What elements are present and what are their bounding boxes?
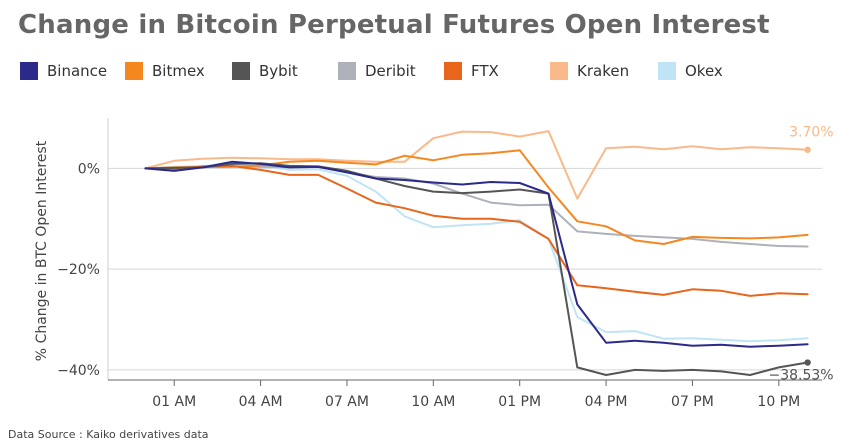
end-label-kraken: 3.70% <box>789 125 833 141</box>
legend-label: Bybit <box>259 62 298 80</box>
legend-label: FTX <box>471 62 499 80</box>
x-tick-label: 07 AM <box>325 394 369 410</box>
y-tick-label: 0% <box>78 161 100 177</box>
series-line-deribit <box>144 165 809 248</box>
legend-label: Binance <box>47 62 108 80</box>
line-chart: 0% −20% −40% 01 AM 04 AM 07 AM 10 AM 01 PM 04 PM… <box>34 118 834 410</box>
y-axis-title: % Change in BTC Open Interest <box>34 140 50 361</box>
end-point-kraken <box>804 146 811 153</box>
x-tick-label: 10 PM <box>757 394 800 410</box>
legend-label: Deribit <box>365 62 416 80</box>
legend-label: Kraken <box>577 62 630 80</box>
legend-item-okex: Okex <box>658 61 723 81</box>
y-tick-label: −40% <box>57 363 100 379</box>
x-tick-label: 10 AM <box>411 394 455 410</box>
legend-swatch <box>125 62 143 80</box>
legend-swatch <box>338 62 356 80</box>
legend-swatch <box>550 62 568 80</box>
legend: Binance Bitmex Bybit Deribit FTX Kraken Okex <box>20 61 840 81</box>
legend-item-deribit: Deribit <box>338 61 416 81</box>
legend-item-bybit: Bybit <box>232 61 298 81</box>
series-line-okex <box>144 163 809 343</box>
legend-label: Okex <box>685 62 723 80</box>
x-tick-label: 07 PM <box>671 394 714 410</box>
x-tick-label: 01 PM <box>498 394 541 410</box>
legend-swatch <box>232 62 250 80</box>
end-point-bybit <box>804 359 811 366</box>
end-label-bybit: −38.53% <box>768 368 833 384</box>
series-line-binance <box>144 160 809 348</box>
legend-item-ftx: FTX <box>444 61 499 81</box>
data-source-note: Data Source : Kaiko derivatives data <box>8 428 209 441</box>
y-tick-label: −20% <box>57 262 100 278</box>
chart-title: Change in Bitcoin Perpetual Futures Open… <box>18 10 770 40</box>
legend-item-kraken: Kraken <box>550 61 629 81</box>
x-tick-label: 04 PM <box>585 394 628 410</box>
x-tick-label: 01 AM <box>152 394 196 410</box>
legend-item-bitmex: Bitmex <box>125 61 205 81</box>
series-line-kraken <box>144 130 809 200</box>
legend-swatch <box>444 62 462 80</box>
legend-label: Bitmex <box>152 62 205 80</box>
legend-swatch <box>658 62 676 80</box>
x-tick-label: 04 AM <box>239 394 283 410</box>
legend-item-binance: Binance <box>20 61 107 81</box>
series-line-ftx <box>144 164 809 297</box>
series-line-bitmex <box>144 149 809 245</box>
legend-swatch <box>20 62 38 80</box>
